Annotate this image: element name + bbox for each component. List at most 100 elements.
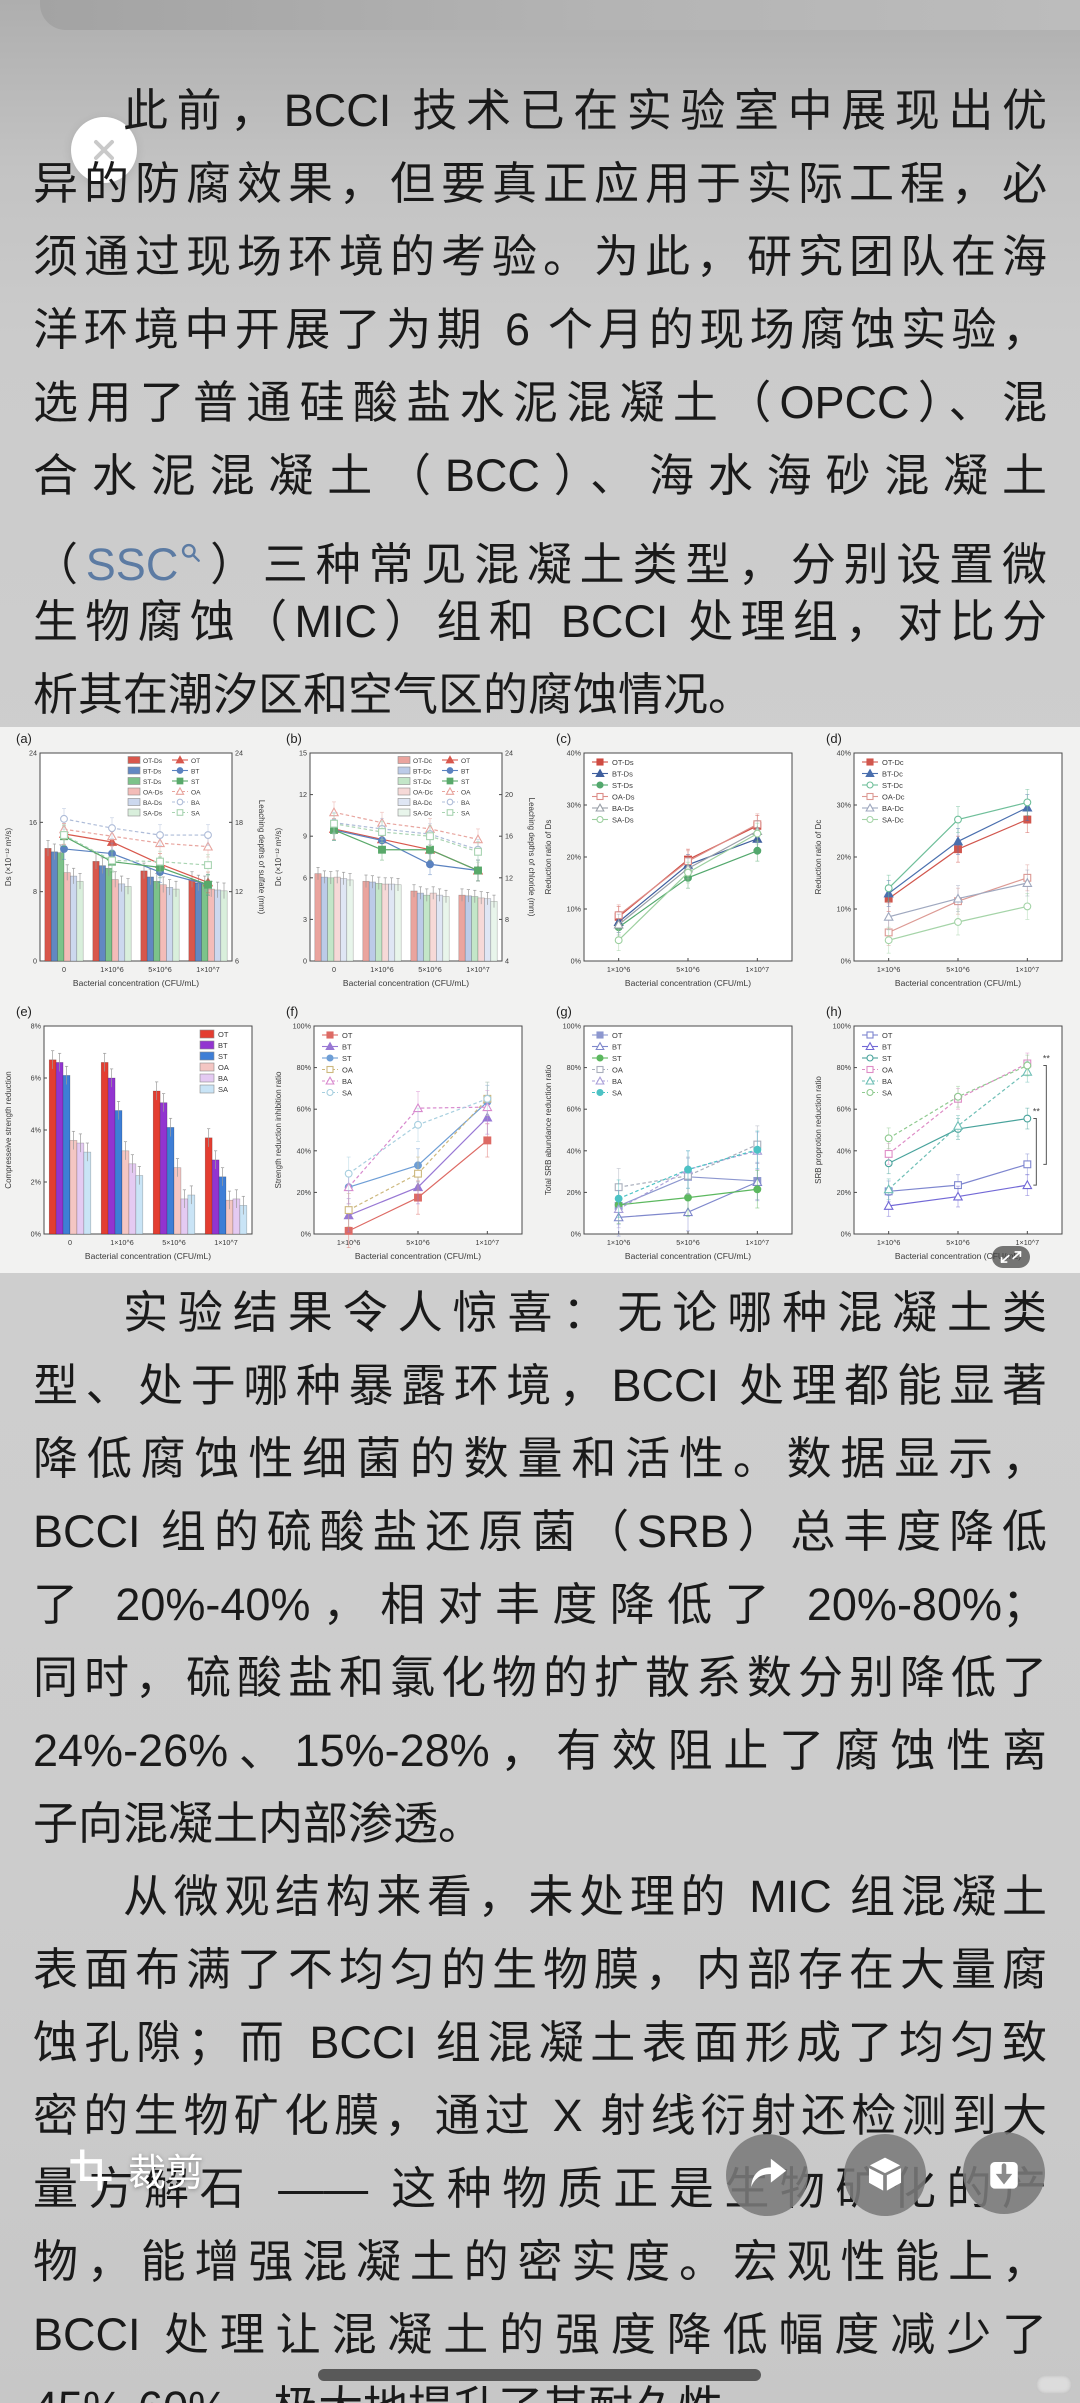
svg-text:OA: OA bbox=[191, 790, 201, 797]
svg-text:OT: OT bbox=[218, 1030, 229, 1039]
crop-button[interactable]: 裁剪 bbox=[70, 2142, 204, 2197]
chart-a: (a) 0 8 16 24 6 12 18 24 Ds (×10⁻¹² m²/s) Leaching… bbox=[4, 731, 266, 988]
svg-text:9: 9 bbox=[303, 832, 307, 841]
svg-text:1×10^6: 1×10^6 bbox=[100, 965, 124, 974]
svg-text:0%: 0% bbox=[841, 957, 852, 966]
article-paragraph-2: 实验结果令人惊喜：无论哪种混凝土类 型、处于哪种暴露环境，BCCI 处理都能显著降… bbox=[33, 1276, 1047, 1860]
svg-text:Bacterial concentration (CFU/m: Bacterial concentration (CFU/mL) bbox=[85, 1251, 211, 1261]
svg-text:24: 24 bbox=[235, 749, 243, 758]
svg-text:5×10^6: 5×10^6 bbox=[162, 1238, 186, 1247]
svg-text:(e): (e) bbox=[16, 1004, 32, 1019]
svg-text:6: 6 bbox=[303, 873, 307, 882]
svg-text:SRB proprotion reduction ratio: SRB proprotion reduction ratio bbox=[814, 1076, 823, 1184]
svg-text:OA-Dc: OA-Dc bbox=[882, 793, 905, 802]
svg-text:BA-Dc: BA-Dc bbox=[882, 804, 904, 813]
svg-text:BA: BA bbox=[461, 800, 470, 807]
svg-text:ST-Ds: ST-Ds bbox=[612, 781, 633, 790]
svg-text:Bacterial concentration (CFU/m: Bacterial concentration (CFU/mL) bbox=[895, 1251, 1021, 1261]
svg-text:1×10^6: 1×10^6 bbox=[370, 965, 394, 974]
svg-text:ST: ST bbox=[612, 1054, 622, 1063]
svg-text:0: 0 bbox=[303, 957, 307, 966]
text-line: 子向混凝土内部渗透。 bbox=[33, 1798, 484, 1849]
svg-text:(a): (a) bbox=[16, 731, 32, 746]
svg-text:Dc (×10⁻¹² m²/s): Dc (×10⁻¹² m²/s) bbox=[274, 828, 283, 887]
svg-text:5×10^6: 5×10^6 bbox=[946, 1238, 970, 1247]
svg-text:BA: BA bbox=[191, 800, 200, 807]
svg-text:OT-Dc: OT-Dc bbox=[413, 758, 433, 765]
svg-text:OA-Ds: OA-Ds bbox=[143, 790, 163, 797]
svg-text:12: 12 bbox=[235, 887, 243, 896]
svg-text:BT-Ds: BT-Ds bbox=[612, 770, 633, 779]
text-line: （SSC ）三种常见混凝土类型，分别设置微 bbox=[33, 512, 1047, 590]
svg-text:OT-Dc: OT-Dc bbox=[882, 758, 904, 767]
svg-text:OA: OA bbox=[461, 790, 471, 797]
ssc-link[interactable]: SSC bbox=[85, 539, 179, 590]
svg-text:5×10^6: 5×10^6 bbox=[148, 965, 172, 974]
download-button[interactable] bbox=[963, 2132, 1045, 2214]
svg-text:1×10^7: 1×10^7 bbox=[196, 965, 220, 974]
text-line: 析其在潮汐区和空气区的腐蚀情况。 bbox=[33, 669, 754, 720]
svg-text:15: 15 bbox=[299, 749, 307, 758]
text-line: 45%-60%，极大地提升了其耐久性 bbox=[33, 2371, 1047, 2403]
3d-view-button[interactable] bbox=[844, 2134, 926, 2216]
svg-text:6%: 6% bbox=[31, 1074, 42, 1083]
svg-text:ST: ST bbox=[882, 1054, 892, 1063]
svg-text:OA-Ds: OA-Ds bbox=[612, 793, 635, 802]
svg-text:24: 24 bbox=[29, 749, 37, 758]
svg-text:OT-Ds: OT-Ds bbox=[612, 758, 634, 767]
svg-text:Bacterial concentration (CFU/m: Bacterial concentration (CFU/mL) bbox=[625, 1251, 751, 1261]
expand-image-button[interactable] bbox=[992, 1246, 1030, 1268]
svg-text:1×10^7: 1×10^7 bbox=[1016, 965, 1040, 974]
svg-text:BT: BT bbox=[461, 769, 469, 776]
svg-text:5×10^6: 5×10^6 bbox=[676, 965, 700, 974]
svg-text:12: 12 bbox=[299, 790, 307, 799]
svg-text:24: 24 bbox=[505, 749, 513, 758]
svg-text:Bacterial concentration (CFU/m: Bacterial concentration (CFU/mL) bbox=[895, 978, 1021, 988]
search-icon[interactable] bbox=[180, 512, 202, 585]
svg-text:100%: 100% bbox=[293, 1022, 312, 1031]
svg-text:OA: OA bbox=[612, 1066, 623, 1075]
svg-text:BA-Ds: BA-Ds bbox=[143, 800, 163, 807]
text-line: 24%-26%、15%-28%，有效阻止了腐蚀性离 bbox=[33, 1725, 1047, 1776]
text-line: 同时，硫酸盐和氯化物的扩散系数分别降低了 bbox=[33, 1652, 1047, 1703]
share-button[interactable] bbox=[726, 2134, 808, 2216]
svg-text:Compresseive strength reductio: Compresseive strength reduction bbox=[4, 1071, 13, 1188]
figure-panel-a: (a) 0 8 16 24 6 12 18 24 Ds (×10⁻¹² m²/s) Leaching… bbox=[0, 727, 270, 1000]
svg-text:0%: 0% bbox=[571, 1230, 582, 1239]
svg-text:12: 12 bbox=[505, 873, 513, 882]
text-line: 生物腐蚀（MIC）组和 BCCI 处理组，对比分 bbox=[33, 596, 1047, 647]
progress-scrubber[interactable] bbox=[318, 2369, 761, 2381]
svg-text:Reduction ratio of Ds: Reduction ratio of Ds bbox=[544, 820, 553, 895]
svg-text:0%: 0% bbox=[301, 1230, 312, 1239]
svg-text:1×10^7: 1×10^7 bbox=[466, 965, 490, 974]
svg-text:1×10^7: 1×10^7 bbox=[1016, 1238, 1040, 1247]
svg-text:100%: 100% bbox=[563, 1022, 582, 1031]
text-line: 降低腐蚀性细菌的数量和活性。数据显示， bbox=[33, 1433, 1047, 1484]
chart-e: (e) 0% 2% 4% 6% 8% Compresseive strength reduc… bbox=[4, 1004, 253, 1261]
svg-text:80%: 80% bbox=[837, 1063, 852, 1072]
svg-text:5×10^6: 5×10^6 bbox=[676, 1238, 700, 1247]
watermark-badge bbox=[1036, 2375, 1072, 2394]
text-line: 表面布满了不均匀的生物膜，内部存在大量腐 bbox=[33, 1944, 1047, 1995]
svg-text:SA: SA bbox=[461, 811, 470, 818]
chart-d: (d) 0% 10% 20% 30% 40% Reduction ratio of Dc 1×… bbox=[814, 731, 1063, 988]
close-button[interactable] bbox=[71, 117, 137, 183]
svg-text:ST: ST bbox=[218, 1052, 228, 1061]
svg-text:1×10^6: 1×10^6 bbox=[607, 1238, 631, 1247]
svg-text:Bacterial concentration (CFU/m: Bacterial concentration (CFU/mL) bbox=[625, 978, 751, 988]
svg-text:BA-Dc: BA-Dc bbox=[413, 800, 433, 807]
figure-panel-c: (c) 0% 10% 20% 30% 40% Reduction ratio of Ds 1×… bbox=[540, 727, 810, 1000]
results-figure: (a) 0 8 16 24 6 12 18 24 Ds (×10⁻¹² m²/s) Leaching… bbox=[0, 727, 1080, 1273]
svg-text:8: 8 bbox=[505, 915, 509, 924]
svg-text:SA-Dc: SA-Dc bbox=[413, 811, 433, 818]
svg-text:60%: 60% bbox=[567, 1105, 582, 1114]
svg-text:(f): (f) bbox=[286, 1004, 298, 1019]
svg-text:ST: ST bbox=[342, 1054, 352, 1063]
svg-text:ST: ST bbox=[191, 779, 199, 786]
figure-panel-e: (e) 0% 2% 4% 6% 8% Compresseive strength reduc… bbox=[0, 1000, 270, 1273]
chart-g: (g) 0% 20% 40% 60% 80% 100% Total SRB abundance… bbox=[544, 1004, 793, 1261]
chart-b: (b) 0 3 6 9 12 15 4 8 12 16 20 24 Dc (×10⁻¹² m²/s) Lea… bbox=[274, 731, 536, 988]
svg-text:Bacterial concentration (CFU/m: Bacterial concentration (CFU/mL) bbox=[73, 978, 199, 988]
svg-text:(h): (h) bbox=[826, 1004, 842, 1019]
svg-text:20%: 20% bbox=[837, 1188, 852, 1197]
